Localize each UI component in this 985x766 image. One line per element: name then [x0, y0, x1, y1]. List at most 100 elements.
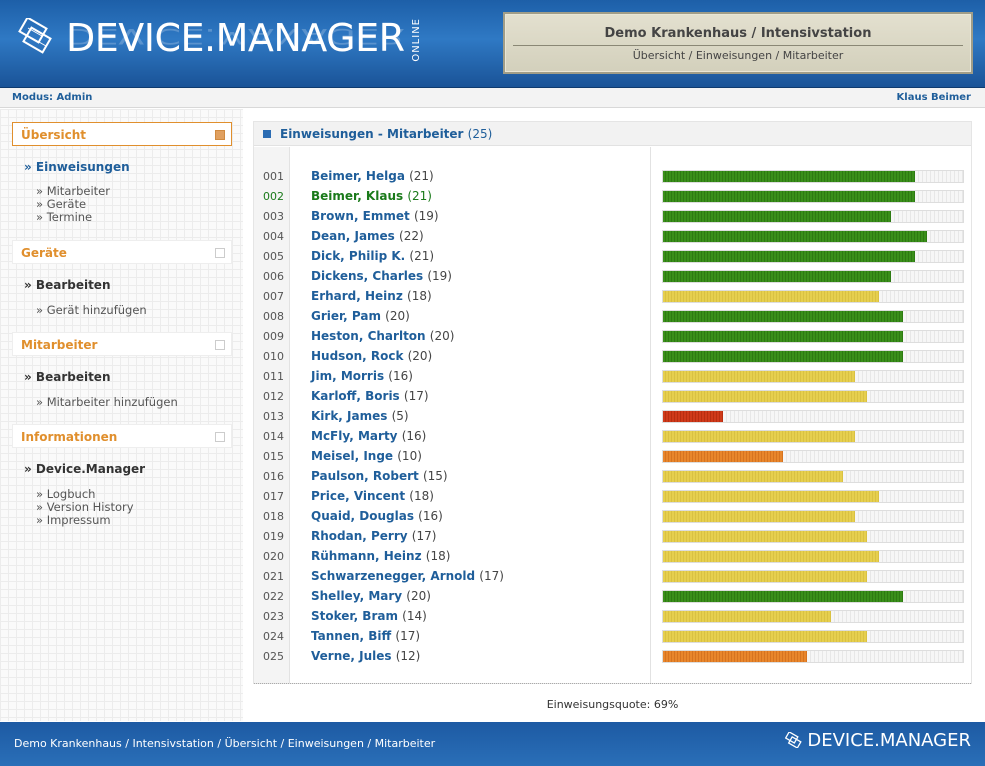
progress-fill — [663, 331, 903, 342]
table-row[interactable]: 023 Stoker, Bram (14) — [254, 607, 971, 627]
progress-fill — [663, 571, 867, 582]
employee-name-link[interactable]: Heston, Charlton (20) — [311, 329, 454, 343]
progress-bar — [662, 350, 964, 363]
sidebar-item-device-manager[interactable]: » Device.Manager — [24, 462, 146, 476]
employee-name-link[interactable]: Brown, Emmet (19) — [311, 209, 439, 223]
progress-bar — [662, 630, 964, 643]
employee-name-link[interactable]: Grier, Pam (20) — [311, 309, 410, 323]
row-number: 001 — [263, 170, 284, 183]
employee-name-link[interactable]: Tannen, Biff (17) — [311, 629, 420, 643]
employee-name-link[interactable]: Schwarzenegger, Arnold (17) — [311, 569, 504, 583]
table-row[interactable]: 022 Shelley, Mary (20) — [254, 587, 971, 607]
employee-name-link[interactable]: Verne, Jules (12) — [311, 649, 420, 663]
logo[interactable]: DEVICE.MANAGER DEVICE.MANAGER ONLINE — [16, 12, 486, 82]
table-row[interactable]: 012 Karloff, Boris (17) — [254, 387, 971, 407]
employee-name-link[interactable]: Paulson, Robert (15) — [311, 469, 448, 483]
panel-title-text: Einweisungen - Mitarbeiter — [280, 127, 464, 141]
progress-bar — [662, 410, 964, 423]
table-row[interactable]: 014 McFly, Marty (16) — [254, 427, 971, 447]
employee-count: (16) — [388, 369, 413, 383]
table-row[interactable]: 024 Tannen, Biff (17) — [254, 627, 971, 647]
employee-count: (15) — [422, 469, 448, 483]
sidebar-section-uebersicht[interactable]: Übersicht — [12, 122, 232, 146]
table-row[interactable]: 003 Brown, Emmet (19) — [254, 207, 971, 227]
employee-name-link[interactable]: Jim, Morris (16) — [311, 369, 413, 383]
employee-name: McFly, Marty — [311, 429, 398, 443]
sidebar-item-mitarbeiter[interactable]: » Mitarbeiter — [36, 184, 110, 198]
sidebar-section-title: Übersicht — [21, 128, 87, 142]
table-row[interactable]: 021 Schwarzenegger, Arnold (17) — [254, 567, 971, 587]
employee-name-link[interactable]: Shelley, Mary (20) — [311, 589, 431, 603]
employee-name-link[interactable]: McFly, Marty (16) — [311, 429, 426, 443]
sidebar-item-impressum[interactable]: » Impressum — [36, 513, 111, 527]
progress-fill — [663, 631, 867, 642]
employee-name-link[interactable]: Beimer, Helga (21) — [311, 169, 434, 183]
employee-name-link[interactable]: Hudson, Rock (20) — [311, 349, 432, 363]
table-row[interactable]: 008 Grier, Pam (20) — [254, 307, 971, 327]
table-row[interactable]: 016 Paulson, Robert (15) — [254, 467, 971, 487]
row-number: 016 — [263, 470, 284, 483]
sidebar-item-geraete[interactable]: » Geräte — [36, 197, 87, 211]
table-row[interactable]: 020 Rühmann, Heinz (18) — [254, 547, 971, 567]
employee-name-link[interactable]: Quaid, Douglas (16) — [311, 509, 443, 523]
table-row[interactable]: 004 Dean, James (22) — [254, 227, 971, 247]
employee-name-link[interactable]: Price, Vincent (18) — [311, 489, 434, 503]
row-number: 005 — [263, 250, 284, 263]
sidebar-item-mitarbeiter-hinzufuegen[interactable]: » Mitarbeiter hinzufügen — [36, 395, 178, 409]
progress-fill — [663, 251, 915, 262]
table-row[interactable]: 018 Quaid, Douglas (16) — [254, 507, 971, 527]
table-row[interactable]: 006 Dickens, Charles (19) — [254, 267, 971, 287]
table-row[interactable]: 005 Dick, Philip K. (21) — [254, 247, 971, 267]
sidebar-section-informationen[interactable]: Informationen — [12, 424, 232, 448]
footer-logo[interactable]: DEVICE.MANAGER — [785, 730, 971, 751]
table-row[interactable]: 002 Beimer, Klaus (21) — [254, 187, 971, 207]
employee-name-link[interactable]: Dick, Philip K. (21) — [311, 249, 434, 263]
device-manager-logo-icon — [18, 18, 52, 54]
table-row[interactable]: 017 Price, Vincent (18) — [254, 487, 971, 507]
employee-name: Quaid, Douglas — [311, 509, 414, 523]
sidebar-section-geraete[interactable]: Geräte — [12, 240, 232, 264]
panel-header: Einweisungen - Mitarbeiter (25) — [254, 122, 971, 146]
sidebar-section-title: Mitarbeiter — [21, 338, 98, 352]
table-row[interactable]: 007 Erhard, Heinz (18) — [254, 287, 971, 307]
table-row[interactable]: 015 Meisel, Inge (10) — [254, 447, 971, 467]
employee-count: (19) — [427, 269, 452, 283]
employee-name-link[interactable]: Kirk, James (5) — [311, 409, 409, 423]
table-row[interactable]: 019 Rhodan, Perry (17) — [254, 527, 971, 547]
sidebar-item-geraet-hinzufuegen[interactable]: » Gerät hinzufügen — [36, 303, 147, 317]
table-row[interactable]: 001 Beimer, Helga (21) — [254, 167, 971, 187]
sidebar-item-mitarbeiter-bearbeiten[interactable]: » Bearbeiten — [24, 370, 111, 384]
table-row[interactable]: 011 Jim, Morris (16) — [254, 367, 971, 387]
employee-name-link[interactable]: Rühmann, Heinz (18) — [311, 549, 450, 563]
employee-count: (22) — [399, 229, 424, 243]
hospital-info-box: Demo Krankenhaus / Intensivstation Übers… — [503, 12, 973, 74]
table-row[interactable]: 013 Kirk, James (5) — [254, 407, 971, 427]
table-row[interactable]: 010 Hudson, Rock (20) — [254, 347, 971, 367]
employee-name-link[interactable]: Erhard, Heinz (18) — [311, 289, 432, 303]
sidebar-item-geraete-bearbeiten[interactable]: » Bearbeiten — [24, 278, 111, 292]
employee-name-link[interactable]: Rhodan, Perry (17) — [311, 529, 436, 543]
logo-text: DEVICE.MANAGER — [66, 16, 405, 60]
employee-name-link[interactable]: Dean, James (22) — [311, 229, 424, 243]
row-number: 023 — [263, 610, 284, 623]
employee-name-link[interactable]: Stoker, Bram (14) — [311, 609, 427, 623]
employee-name-link[interactable]: Meisel, Inge (10) — [311, 449, 422, 463]
current-user[interactable]: Klaus Beimer — [896, 92, 971, 103]
table-row[interactable]: 025 Verne, Jules (12) — [254, 647, 971, 667]
sidebar-item-logbuch[interactable]: » Logbuch — [36, 487, 96, 501]
sidebar-item-einweisungen[interactable]: » Einweisungen — [24, 160, 130, 174]
employee-name-link[interactable]: Beimer, Klaus (21) — [311, 189, 432, 203]
divider — [513, 45, 963, 46]
progress-bar — [662, 250, 964, 263]
progress-bar — [662, 290, 964, 303]
employee-name-link[interactable]: Dickens, Charles (19) — [311, 269, 452, 283]
sidebar-item-version-history[interactable]: » Version History — [36, 500, 134, 514]
sidebar-section-mitarbeiter[interactable]: Mitarbeiter — [12, 332, 232, 356]
employee-name-link[interactable]: Karloff, Boris (17) — [311, 389, 429, 403]
table-row[interactable]: 009 Heston, Charlton (20) — [254, 327, 971, 347]
employee-name: Hudson, Rock — [311, 349, 404, 363]
progress-bar — [662, 650, 964, 663]
sidebar-item-termine[interactable]: » Termine — [36, 210, 93, 224]
employee-name: Verne, Jules — [311, 649, 392, 663]
employee-count: (18) — [425, 549, 451, 563]
